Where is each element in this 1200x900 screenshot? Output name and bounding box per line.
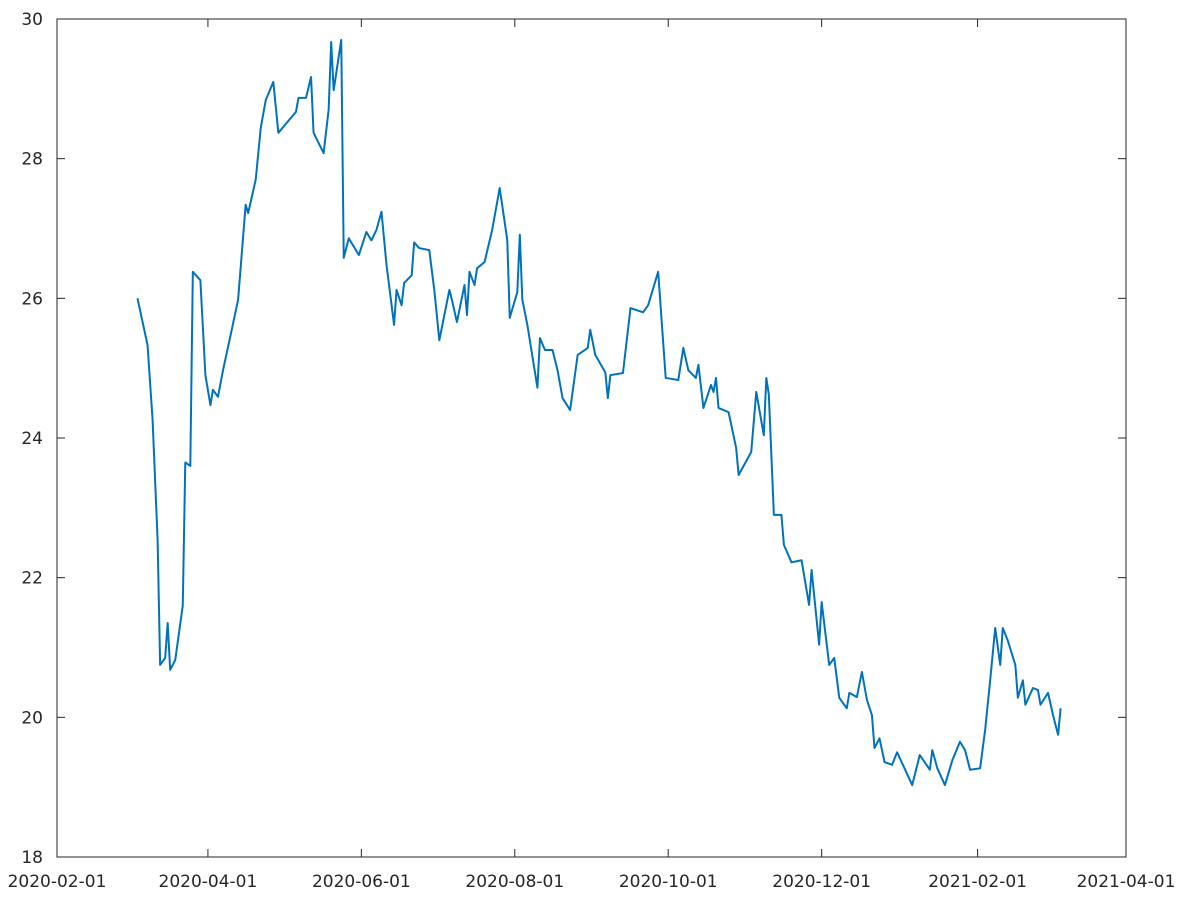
y-tick-label: 30 [21,10,43,30]
x-tick-label: 2020-06-01 [312,872,411,892]
data-line [136,38,1062,787]
x-tick-label: 2020-10-01 [619,872,718,892]
x-tick-label: 2021-04-01 [1077,872,1176,892]
y-tick-label: 28 [21,150,43,170]
y-tick-label: 26 [21,289,43,309]
x-tick-label: 2020-04-01 [159,872,258,892]
y-tick-label: 22 [21,569,43,589]
y-tick-label: 20 [21,708,43,728]
y-tick-label: 18 [21,848,43,868]
x-tick-label: 2020-12-01 [772,872,871,892]
y-tick-label: 24 [21,429,43,449]
x-tick-label: 2020-02-01 [8,872,107,892]
x-tick-label: 2021-02-01 [928,872,1027,892]
x-tick-label: 2020-08-01 [465,872,564,892]
